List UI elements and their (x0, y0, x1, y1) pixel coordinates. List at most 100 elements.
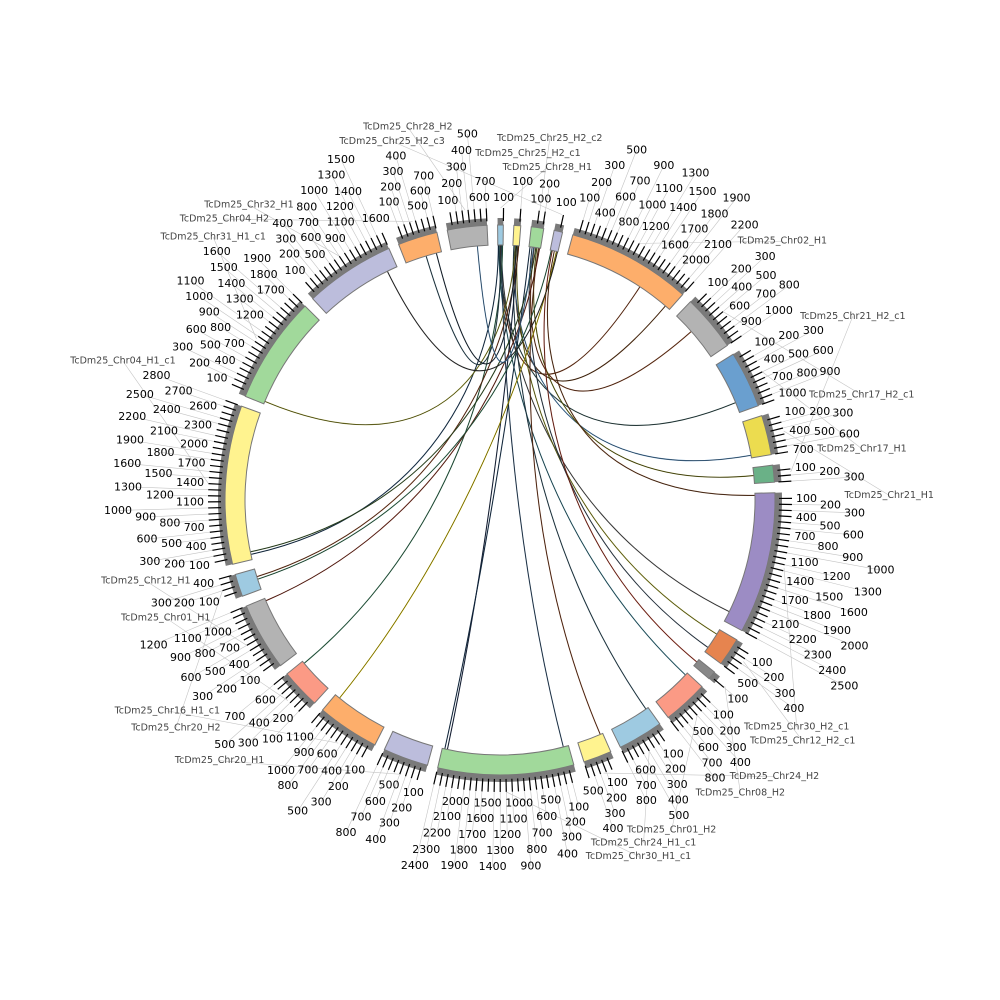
sector-band[interactable] (610, 706, 661, 748)
sector-tcdm25-chr04-h2[interactable] (396, 215, 443, 264)
sector-band[interactable] (693, 658, 716, 680)
tick-label: 600 (410, 185, 431, 198)
label-leader-line (544, 183, 550, 212)
tick-label: 600 (839, 428, 860, 441)
sector-band[interactable] (715, 353, 759, 414)
sector-tcdm25-chr28-h1[interactable] (497, 208, 505, 246)
label-leader-line (500, 167, 548, 209)
sector-tcdm25-chr30-h1-c1[interactable] (433, 745, 576, 793)
sector-tcdm25-chr24-h2[interactable] (577, 732, 614, 779)
tick-label: 1500 (474, 796, 502, 809)
sector-band[interactable] (704, 628, 738, 665)
tick-label: 900 (135, 511, 156, 524)
sector-tcdm25-chr08-h2[interactable] (693, 658, 725, 688)
axis-tick (426, 217, 431, 230)
sector-band[interactable] (311, 247, 398, 315)
sector-band[interactable] (497, 224, 504, 246)
tick-label: 1500 (210, 261, 238, 274)
sector-band[interactable] (549, 229, 564, 253)
axis-tick (761, 594, 775, 601)
sector-tcdm25-chr01-h2[interactable] (655, 672, 711, 732)
label-leader-line (753, 335, 790, 356)
axis-tick (403, 224, 409, 237)
axis-tick (475, 777, 478, 792)
label-leader-line (340, 221, 356, 247)
sector-tcdm25-chr02-h1[interactable] (566, 219, 695, 311)
sector-tcdm25-chr16-h1-c1[interactable] (311, 694, 385, 758)
axis-tick (755, 611, 768, 618)
tick-label: 400 (365, 833, 386, 846)
sector-tcdm25-chr04-h1-c1[interactable] (208, 399, 261, 566)
axis-tick (319, 270, 329, 282)
sector-band[interactable] (437, 745, 575, 776)
label-leader-line (670, 228, 695, 263)
sector-tcdm25-chr25-h2-c3[interactable] (549, 214, 565, 253)
tick-label: 500 (814, 425, 835, 438)
tick-label: 600 (317, 748, 338, 761)
sector-band[interactable] (528, 226, 545, 249)
label-leader-line (320, 751, 352, 803)
sector-band[interactable] (321, 694, 385, 746)
tick-label: 400 (595, 206, 616, 219)
axis-tick (208, 512, 222, 515)
sector-band[interactable] (512, 224, 522, 247)
tick-label: 700 (224, 337, 245, 350)
sector-band[interactable] (245, 597, 298, 667)
tick-label: 2500 (126, 388, 154, 401)
sector-tcdm25-chr28-h2[interactable] (445, 208, 489, 251)
sector-band[interactable] (234, 568, 262, 597)
sector-band[interactable] (752, 464, 775, 485)
axis-tick (637, 246, 646, 258)
sector-band[interactable] (675, 300, 729, 358)
sector-tcdm25-chr20-h1[interactable] (376, 730, 434, 781)
sector-tcdm25-chr21-h2-c1[interactable] (752, 464, 792, 485)
axis-tick (220, 580, 234, 586)
axis-tick (404, 763, 411, 777)
tick-label: 500 (819, 519, 840, 532)
tick-label: 2300 (184, 418, 212, 431)
tick-label: 500 (200, 339, 221, 352)
tick-label: 200 (279, 248, 300, 261)
sector-tcdm25-chr17-h2-c1[interactable] (675, 293, 742, 358)
axis-tick (775, 451, 789, 455)
sector-band[interactable] (286, 660, 329, 704)
axis-tick (393, 759, 400, 773)
sector-band[interactable] (723, 492, 776, 632)
axis-tick (777, 526, 791, 530)
sector-band[interactable] (446, 224, 489, 251)
sector-tcdm25-chr20-h2[interactable] (218, 568, 262, 599)
label-leader-line (282, 223, 320, 271)
sector-tcdm25-chr21-h1[interactable] (742, 413, 789, 459)
sector-band[interactable] (566, 234, 684, 311)
tick-label: 900 (653, 159, 674, 172)
label-leader-line (654, 207, 684, 253)
sector-band[interactable] (383, 730, 434, 766)
axis-tick (248, 351, 260, 359)
sector-tcdm25-chr01-h1[interactable] (273, 660, 329, 712)
sector-band[interactable] (397, 231, 443, 264)
tick-label: 1200 (146, 489, 174, 502)
sector-tcdm25-chr25-h2-c1[interactable] (512, 208, 522, 247)
axis-tick (723, 325, 735, 335)
sector-tcdm25-chr12-h1[interactable] (230, 597, 298, 672)
sector-tcdm25-chr12-h2-c1[interactable] (704, 628, 749, 675)
sector-tcdm25-chr25-h2-c2[interactable] (528, 210, 546, 249)
sector-band[interactable] (655, 672, 703, 719)
axis-tick (239, 367, 252, 375)
axis-tick (257, 335, 270, 345)
axis-tick (343, 252, 352, 265)
sector-tcdm25-chr32-h1[interactable] (305, 232, 398, 315)
link (501, 245, 564, 748)
sector-band[interactable] (742, 415, 772, 459)
label-leader-line (530, 790, 538, 850)
tick-label: 300 (275, 232, 296, 245)
label-leader-line (280, 726, 317, 771)
sector-tcdm25-chr24-h1-c1[interactable] (610, 706, 666, 763)
sector-band[interactable] (577, 732, 612, 763)
sector-tcdm25-chr30-h2-c1[interactable] (723, 492, 792, 640)
sector-tcdm25-chr17-h1[interactable] (715, 349, 775, 414)
sector-axis-band (217, 403, 242, 566)
sector-tcdm25-chr31-h1-c1[interactable] (231, 293, 320, 405)
sector-band[interactable] (244, 305, 320, 405)
tick-label: 200 (720, 725, 741, 738)
